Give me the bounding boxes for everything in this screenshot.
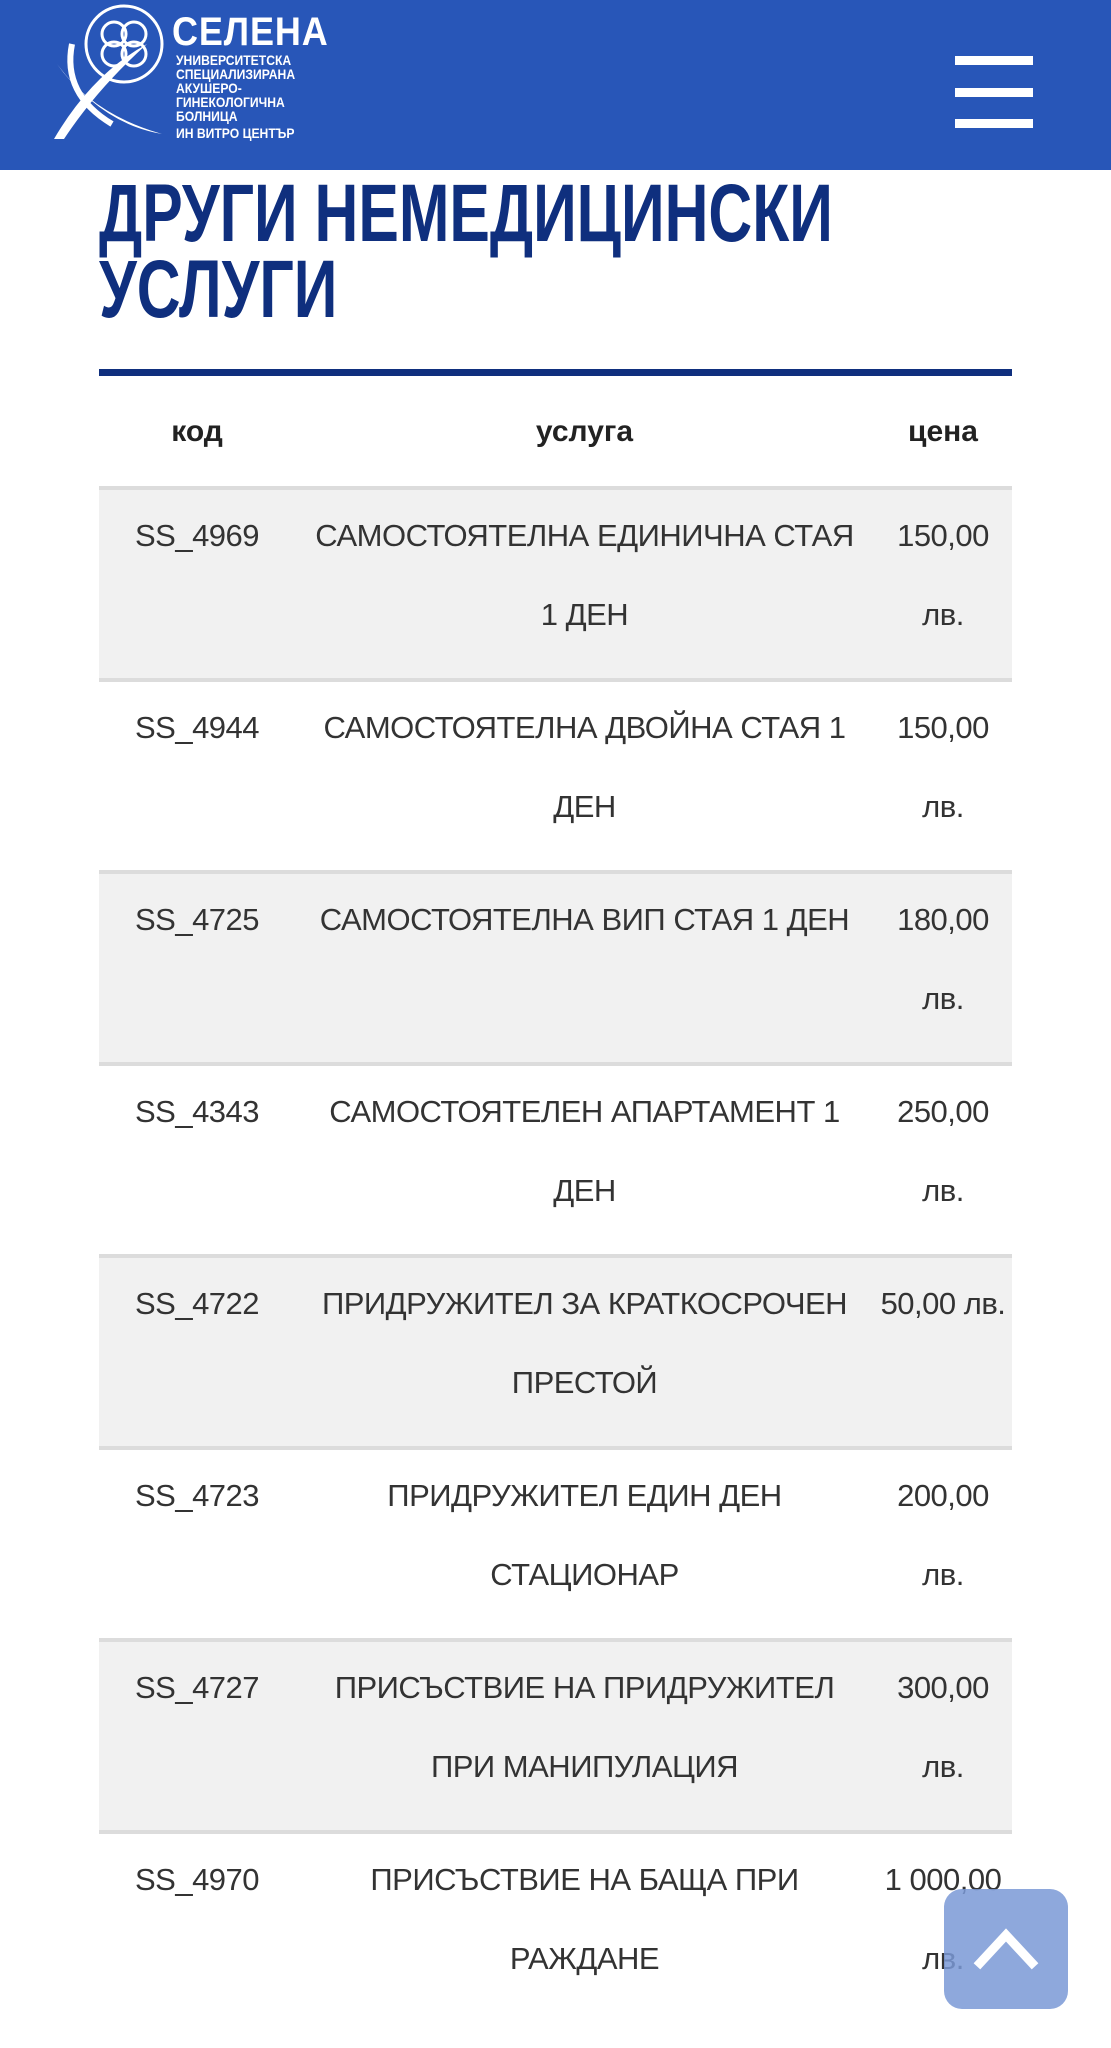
cell-code: SS_4944 — [99, 678, 295, 872]
table-row: SS_4727 ПРИСЪСТВИЕ НА ПРИДРУЖИТЕЛ ПРИ МАН… — [99, 1638, 1012, 1832]
cell-service: САМОСТОЯТЕЛЕН АПАРТАМЕНТ 1 ДЕН — [295, 1062, 874, 1256]
table-row: SS_4723 ПРИДРУЖИТЕЛ ЕДИН ДЕН СТАЦИОНАР 200… — [99, 1446, 1012, 1640]
services-price-table: код услуга цена SS_4969 САМОСТОЯТЕЛНА ЕДИ… — [99, 378, 1012, 2022]
cell-price: 150,00 лв. — [874, 486, 1012, 680]
column-header-service: услуга — [535, 415, 634, 448]
table-row: SS_4944 САМОСТОЯТЕЛНА ДВОЙНА СТАЯ 1 ДЕН 15… — [99, 678, 1012, 872]
table-row: SS_4970 ПРИСЪСТВИЕ НА БАЩА ПРИ РАЖДАНЕ 1 0… — [99, 1830, 1012, 2022]
logo-name: СЕЛЕНА — [172, 10, 329, 54]
table-row: SS_4722 ПРИДРУЖИТЕЛ ЗА КРАТКОСРОЧЕН ПРЕСТ… — [99, 1254, 1012, 1448]
cell-price: 200,00 лв. — [874, 1446, 1012, 1640]
hamburger-icon[interactable] — [955, 56, 1033, 128]
cell-price: 250,00 лв. — [874, 1062, 1012, 1256]
cell-code: SS_4722 — [99, 1254, 295, 1448]
page-title: ДРУГИ НЕМЕДИЦИНСКИ УСЛУГИ — [99, 168, 833, 335]
cell-code: SS_4725 — [99, 870, 295, 1064]
cell-price: 300,00 лв. — [874, 1638, 1012, 1832]
logo-emblem-icon — [54, 4, 164, 139]
cell-code: SS_4970 — [99, 1830, 295, 2022]
logo-subtitle: УНИВЕРСИТЕТСКА СПЕЦИАЛИЗИРАНА АКУШЕРО- Г… — [176, 53, 296, 124]
site-header: СЕЛЕНА УНИВЕРСИТЕТСКА СПЕЦИАЛИЗИРАНА АКУ… — [0, 0, 1111, 170]
cell-service: ПРИДРУЖИТЕЛ ЕДИН ДЕН СТАЦИОНАР — [295, 1446, 874, 1640]
logo-ivf: ИН ВИТРО ЦЕНТЪР — [176, 126, 295, 141]
cell-code: SS_4343 — [99, 1062, 295, 1256]
title-divider — [99, 369, 1012, 376]
cell-code: SS_4723 — [99, 1446, 295, 1640]
cell-code: SS_4727 — [99, 1638, 295, 1832]
cell-service: ПРИДРУЖИТЕЛ ЗА КРАТКОСРОЧЕН ПРЕСТОЙ — [295, 1254, 874, 1448]
table-row: SS_4343 САМОСТОЯТЕЛЕН АПАРТАМЕНТ 1 ДЕН 250… — [99, 1062, 1012, 1256]
cell-price: 50,00 лв. — [874, 1254, 1012, 1448]
table-row: SS_4725 САМОСТОЯТЕЛНА ВИП СТАЯ 1 ДЕН 180,0… — [99, 870, 1012, 1064]
cell-service: ПРИСЪСТВИЕ НА БАЩА ПРИ РАЖДАНЕ — [295, 1830, 874, 2022]
table-header-row: код услуга цена — [99, 378, 1012, 488]
cell-service: САМОСТОЯТЕЛНА ЕДИНИЧНА СТАЯ 1 ДЕН — [295, 486, 874, 680]
column-header-price: цена — [908, 415, 978, 448]
cell-service: САМОСТОЯТЕЛНА ДВОЙНА СТАЯ 1 ДЕН — [295, 678, 874, 872]
cell-price: 150,00 лв. — [874, 678, 1012, 872]
cell-price: 180,00 лв. — [874, 870, 1012, 1064]
table-row: SS_4969 САМОСТОЯТЕЛНА ЕДИНИЧНА СТАЯ 1 ДЕН… — [99, 486, 1012, 680]
column-header-code: код — [171, 415, 223, 448]
chevron-up-icon — [973, 1928, 1039, 1970]
scroll-to-top-button[interactable] — [944, 1889, 1068, 2009]
cell-service: САМОСТОЯТЕЛНА ВИП СТАЯ 1 ДЕН — [295, 870, 874, 1064]
cell-service: ПРИСЪСТВИЕ НА ПРИДРУЖИТЕЛ ПРИ МАНИПУЛАЦИ… — [295, 1638, 874, 1832]
selena-logo[interactable]: СЕЛЕНА УНИВЕРСИТЕТСКА СПЕЦИАЛИЗИРАНА АКУ… — [52, 4, 352, 144]
cell-code: SS_4969 — [99, 486, 295, 680]
